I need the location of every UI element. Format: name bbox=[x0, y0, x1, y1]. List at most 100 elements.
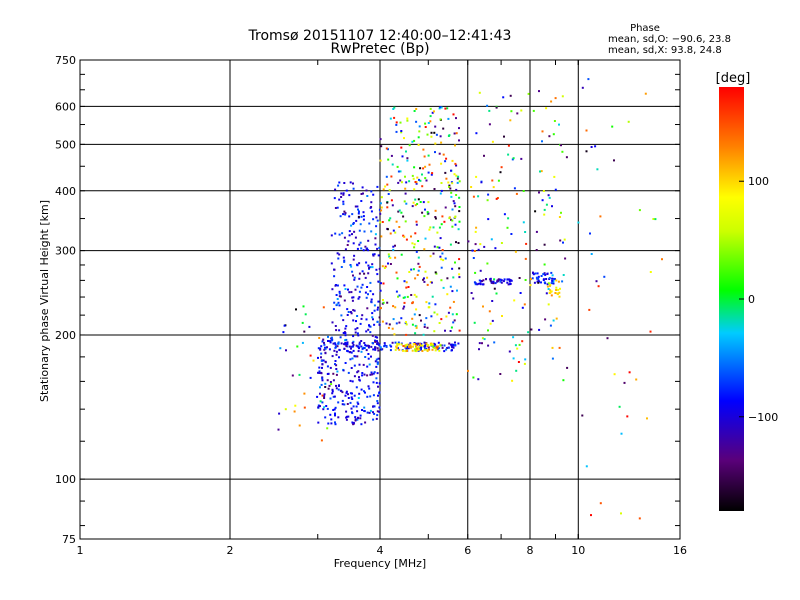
data-point bbox=[429, 107, 432, 110]
data-point bbox=[353, 278, 356, 281]
data-point bbox=[361, 314, 364, 317]
data-point bbox=[417, 136, 420, 139]
data-point bbox=[279, 347, 282, 350]
data-point bbox=[329, 397, 332, 400]
data-point bbox=[359, 322, 362, 325]
data-point bbox=[360, 340, 363, 342]
y-tick-label: 500 bbox=[55, 138, 76, 151]
data-point bbox=[329, 340, 331, 343]
data-point bbox=[437, 341, 440, 344]
data-point bbox=[561, 280, 564, 283]
data-point bbox=[327, 335, 329, 338]
data-point bbox=[496, 197, 499, 199]
data-point bbox=[361, 409, 363, 411]
data-point bbox=[377, 306, 379, 309]
data-point bbox=[326, 379, 329, 382]
data-point bbox=[646, 417, 648, 420]
data-point bbox=[589, 232, 591, 235]
data-point bbox=[516, 347, 519, 350]
data-point bbox=[377, 394, 379, 397]
data-point bbox=[358, 376, 360, 379]
data-point bbox=[320, 359, 323, 362]
data-point bbox=[368, 411, 371, 414]
data-point bbox=[430, 131, 433, 134]
data-point bbox=[454, 261, 456, 264]
data-point bbox=[444, 171, 447, 174]
data-point bbox=[376, 414, 379, 417]
data-point bbox=[370, 298, 373, 301]
data-point bbox=[355, 219, 358, 222]
data-point bbox=[380, 145, 383, 148]
data-point bbox=[316, 395, 319, 398]
data-point bbox=[356, 371, 359, 374]
data-point bbox=[338, 233, 341, 236]
data-point bbox=[458, 210, 461, 213]
data-point bbox=[457, 342, 460, 345]
data-point bbox=[336, 252, 339, 255]
data-point bbox=[317, 406, 320, 409]
data-point bbox=[416, 274, 419, 276]
data-point bbox=[376, 363, 379, 366]
data-point bbox=[455, 241, 457, 244]
data-point bbox=[606, 337, 609, 340]
data-point bbox=[413, 246, 416, 249]
data-point bbox=[402, 215, 405, 218]
data-point bbox=[321, 363, 324, 366]
data-point bbox=[478, 348, 480, 351]
data-point bbox=[404, 187, 407, 190]
data-point bbox=[380, 282, 382, 285]
data-point bbox=[400, 181, 403, 184]
data-point bbox=[473, 250, 476, 252]
data-point bbox=[603, 275, 606, 278]
data-point bbox=[344, 341, 347, 344]
data-point bbox=[320, 372, 323, 375]
data-point bbox=[502, 280, 505, 283]
data-point bbox=[413, 313, 416, 316]
data-point bbox=[348, 234, 351, 237]
data-point bbox=[540, 281, 542, 284]
data-point bbox=[433, 110, 435, 113]
data-point bbox=[434, 349, 437, 352]
data-point bbox=[552, 279, 555, 282]
data-point bbox=[482, 279, 485, 282]
data-point bbox=[348, 194, 351, 197]
data-point bbox=[331, 355, 334, 358]
data-point bbox=[444, 107, 447, 110]
data-point bbox=[348, 230, 351, 233]
data-point bbox=[414, 277, 417, 280]
data-point bbox=[339, 215, 342, 218]
data-point bbox=[400, 253, 403, 256]
data-point bbox=[321, 366, 323, 369]
data-point bbox=[473, 321, 476, 324]
data-point bbox=[349, 401, 352, 404]
data-point bbox=[411, 205, 414, 208]
data-point bbox=[456, 181, 459, 184]
data-point bbox=[454, 205, 457, 208]
data-point bbox=[483, 245, 486, 248]
data-point bbox=[532, 271, 534, 274]
data-point bbox=[347, 397, 350, 399]
data-point bbox=[499, 280, 502, 283]
data-point bbox=[358, 229, 361, 232]
data-point bbox=[322, 359, 325, 362]
data-point bbox=[490, 238, 493, 241]
data-point bbox=[352, 274, 354, 277]
data-point bbox=[376, 410, 379, 413]
data-point bbox=[367, 249, 370, 252]
data-point bbox=[356, 315, 359, 317]
data-point bbox=[356, 418, 359, 421]
data-point bbox=[323, 397, 326, 399]
data-point bbox=[352, 242, 355, 245]
data-point bbox=[356, 205, 359, 208]
data-point bbox=[392, 305, 395, 308]
data-point bbox=[356, 345, 359, 348]
data-point bbox=[379, 221, 382, 224]
data-point bbox=[352, 309, 355, 312]
data-point bbox=[378, 208, 381, 211]
data-point bbox=[404, 296, 406, 299]
data-point bbox=[541, 140, 543, 143]
data-point bbox=[458, 329, 461, 332]
data-point bbox=[417, 342, 420, 345]
data-point bbox=[410, 294, 413, 296]
data-point bbox=[349, 311, 352, 313]
